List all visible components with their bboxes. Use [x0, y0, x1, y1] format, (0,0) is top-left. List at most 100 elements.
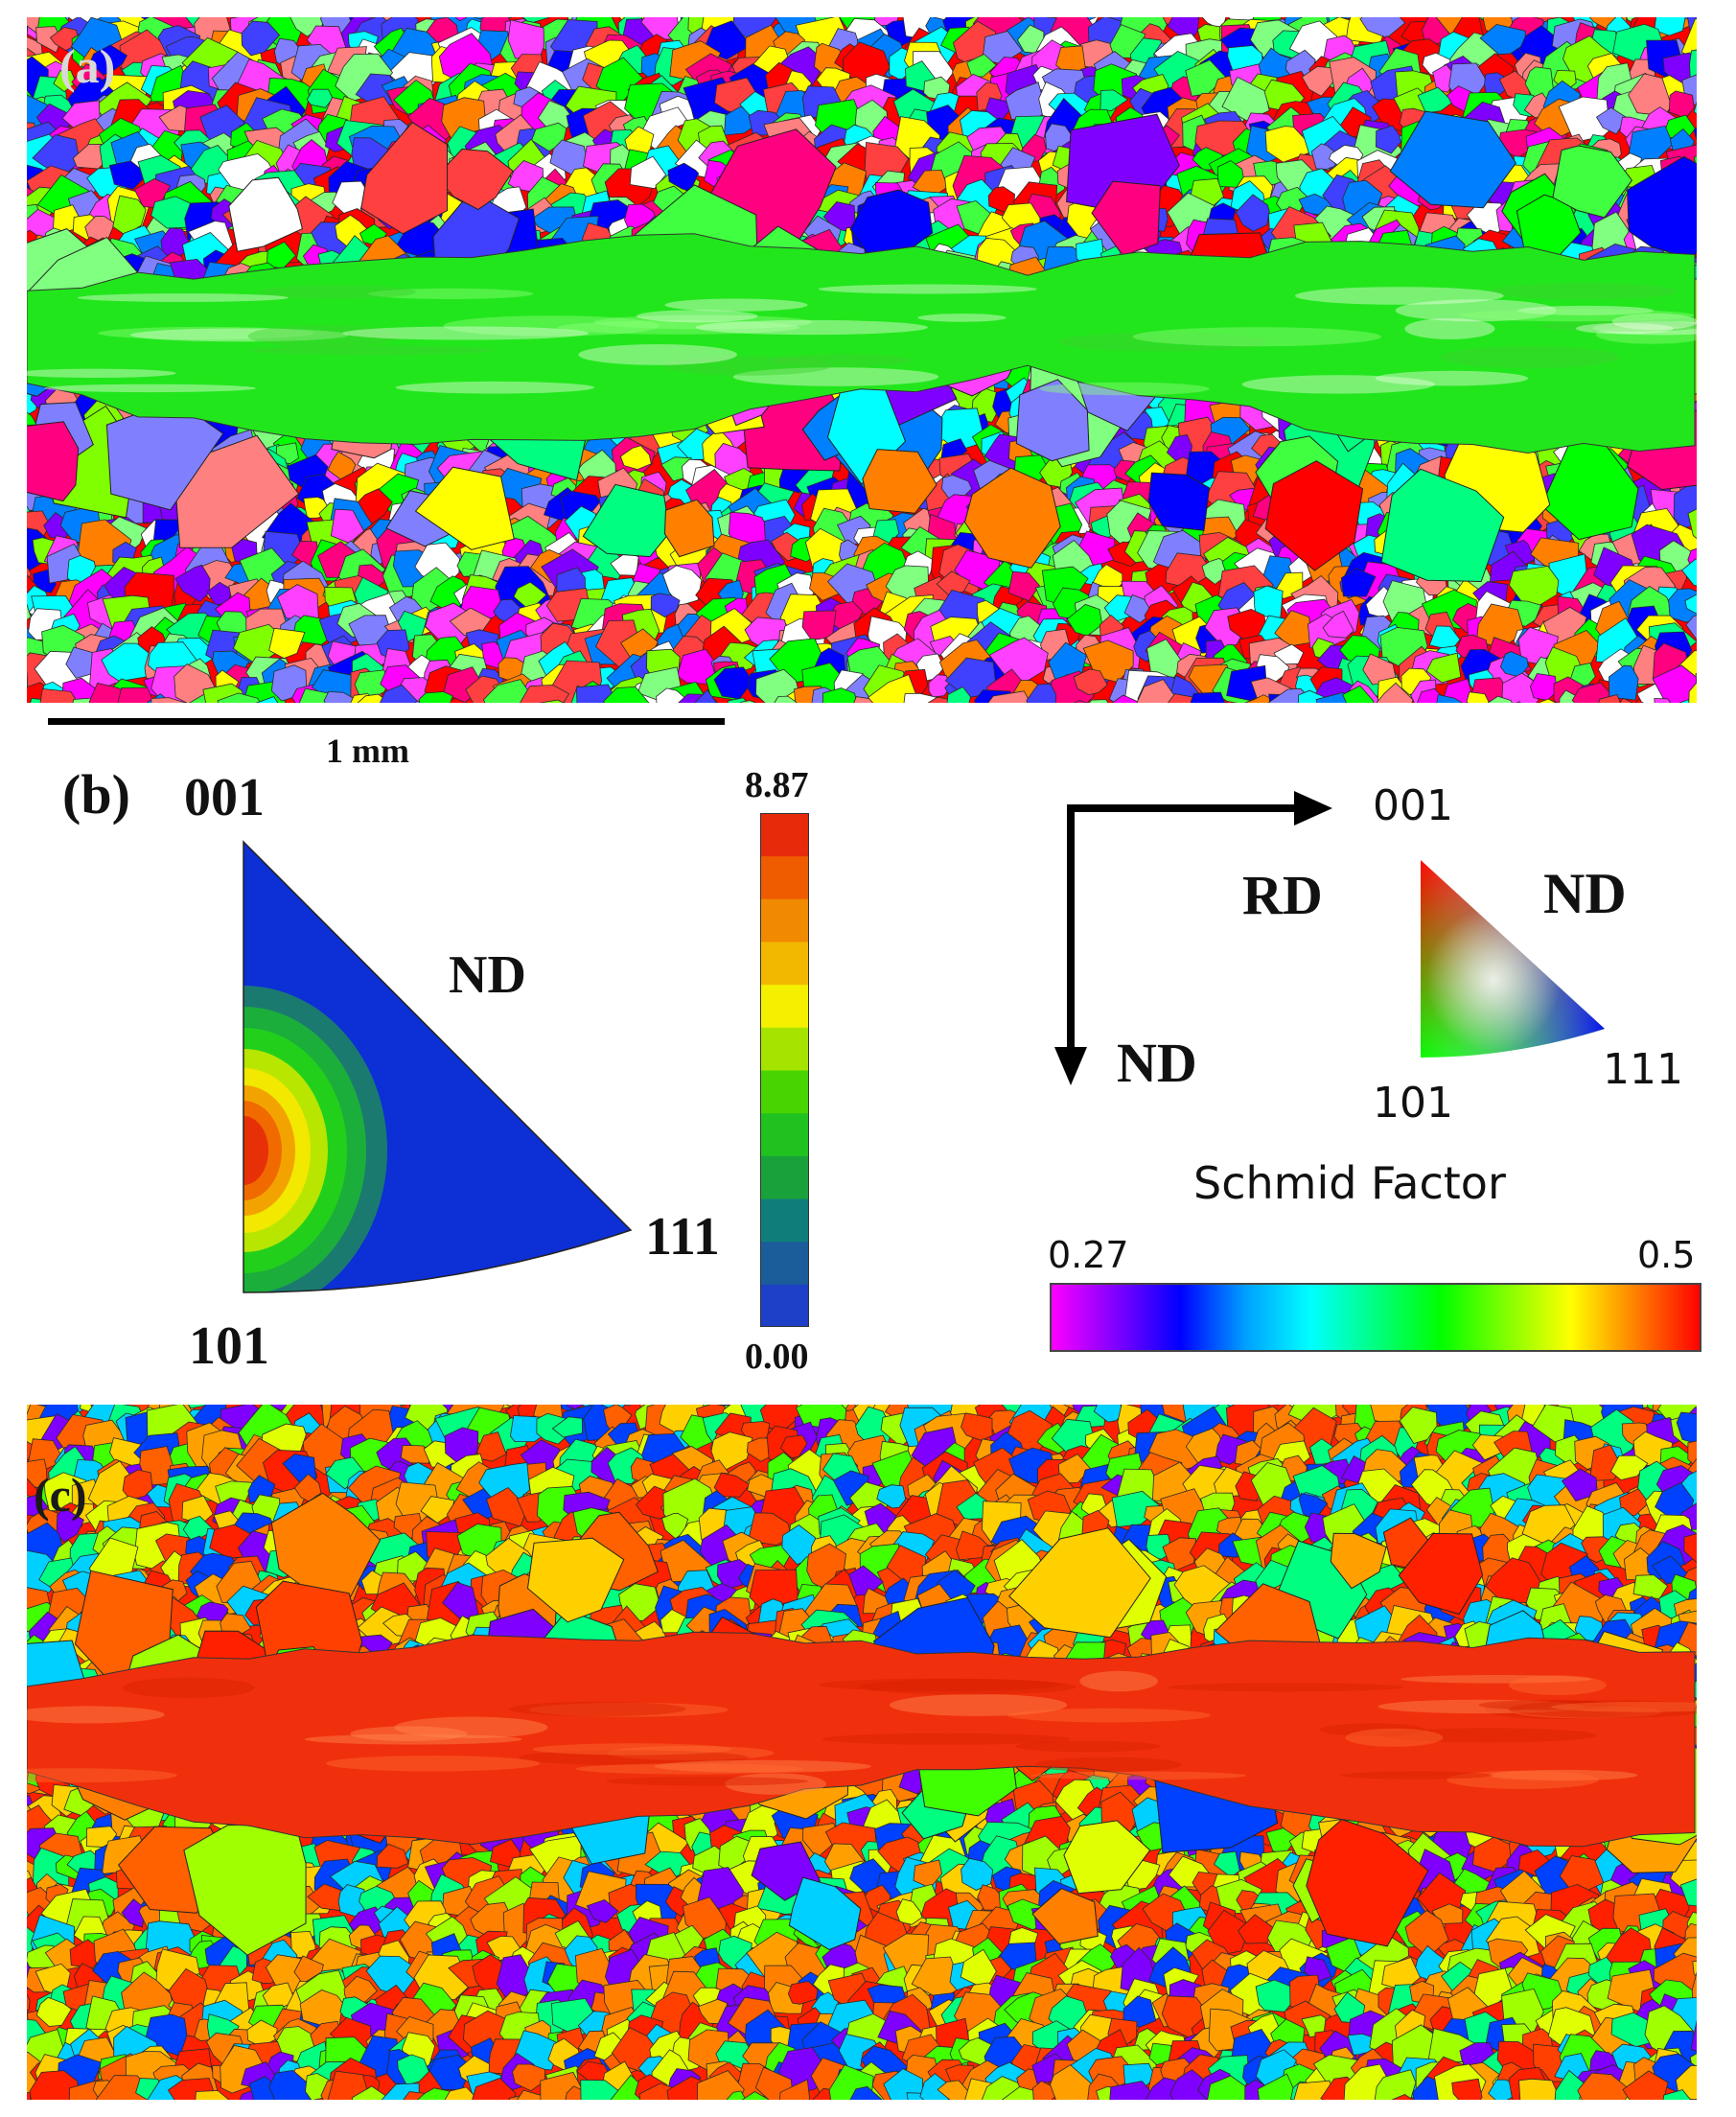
key-white-center — [1421, 860, 1605, 1058]
coarse-grain — [228, 176, 303, 252]
grain — [1676, 1411, 1697, 1444]
grain — [740, 700, 757, 703]
grain — [206, 581, 232, 606]
grain — [1498, 70, 1531, 102]
coarse-grain — [849, 189, 934, 261]
grain — [829, 601, 864, 634]
grain — [1668, 90, 1695, 119]
grain — [1685, 615, 1697, 640]
colorbar-step — [760, 942, 809, 986]
grain — [1654, 698, 1672, 703]
grain — [1693, 101, 1697, 115]
panel-label-a: (a) — [59, 39, 116, 93]
grain — [507, 19, 545, 59]
coarse-grain — [414, 466, 515, 550]
grain — [987, 690, 1031, 703]
legend-vertex-111: 111 — [1603, 1045, 1683, 1094]
grain — [1695, 672, 1697, 688]
grain — [1687, 1440, 1697, 1469]
ipf-orientation-map — [27, 17, 1697, 703]
colorbar-min-label: 0.00 — [745, 1337, 809, 1377]
coarse-grain — [27, 421, 80, 502]
grain — [255, 696, 279, 703]
ipf-map-canvas — [27, 17, 1697, 703]
grain — [1359, 17, 1406, 38]
grain — [650, 593, 681, 618]
band-streak — [368, 288, 534, 299]
band-streak — [342, 326, 590, 340]
schmid-factor-gradient — [1050, 1283, 1701, 1352]
band-streak — [247, 325, 402, 347]
grain — [1376, 682, 1414, 703]
ipf-color-key-triangle — [1421, 860, 1605, 1058]
grain — [661, 1512, 689, 1540]
band-streak — [695, 319, 928, 336]
grain — [266, 241, 296, 269]
colorbar-step — [760, 1198, 809, 1243]
grain — [1499, 651, 1529, 678]
contour-level-7 — [243, 1101, 282, 1200]
band-streak — [1459, 309, 1695, 322]
grain — [1508, 565, 1560, 608]
grain — [602, 686, 650, 703]
ipf-vertex-101: 101 — [189, 1316, 269, 1376]
grain — [1487, 695, 1513, 703]
coarse-grain — [862, 449, 937, 514]
grain — [724, 105, 759, 136]
band-streak — [1576, 322, 1674, 335]
ipf-outline — [243, 840, 633, 1293]
band-streak — [44, 384, 256, 393]
grain — [1340, 568, 1377, 597]
band-streak — [1404, 317, 1495, 339]
coarse-grain — [360, 122, 449, 235]
band-streak — [1375, 370, 1529, 386]
grain — [1471, 1434, 1503, 1461]
axes-arrows — [1054, 791, 1332, 1085]
grain — [1688, 682, 1697, 703]
band-streak — [1295, 287, 1504, 305]
nd-arrowhead — [1054, 1047, 1087, 1085]
band-streak — [98, 326, 314, 340]
band-streak — [917, 314, 1007, 322]
grain — [540, 699, 565, 703]
colorbar-max-label: 8.87 — [745, 765, 809, 805]
schmid-factor-min-label: 0.27 — [1048, 1234, 1129, 1276]
scale-bar — [48, 718, 725, 725]
colorbar-step — [760, 1070, 809, 1114]
grain — [1598, 694, 1621, 703]
grain — [1687, 508, 1697, 539]
density-colorbar — [760, 813, 809, 1327]
grain — [330, 508, 365, 544]
coarse-grain — [435, 148, 514, 211]
grain — [1632, 1574, 1669, 1600]
grain — [241, 20, 281, 57]
band-streak — [1517, 305, 1655, 315]
grain — [418, 691, 453, 703]
colorbar-step — [760, 984, 809, 1028]
band-streak — [1395, 299, 1557, 322]
band-streak — [1440, 345, 1620, 369]
colorbar-step — [760, 898, 809, 942]
grain — [1073, 668, 1108, 696]
colorbar-step — [760, 813, 809, 857]
colorbar-step — [760, 1112, 809, 1156]
grain — [1322, 610, 1354, 639]
grain — [1436, 694, 1464, 703]
grain — [112, 195, 147, 236]
grain — [1609, 1454, 1649, 1481]
band-streak — [1595, 325, 1697, 344]
rd-axis-label: RD — [1242, 864, 1323, 926]
grain — [1466, 691, 1490, 703]
grain — [1099, 89, 1129, 112]
scale-bar-label: 1 mm — [326, 732, 409, 770]
colorbar-border — [760, 813, 809, 1327]
legend-triangle-direction: ND — [1543, 862, 1627, 925]
panel-label-b: (b) — [62, 763, 130, 826]
grain — [1595, 106, 1628, 135]
band-streak — [1039, 382, 1210, 396]
band-streak — [664, 298, 808, 312]
band-streak — [27, 368, 176, 378]
grain — [1243, 694, 1277, 703]
band-streak — [443, 315, 660, 337]
grain — [483, 679, 534, 703]
